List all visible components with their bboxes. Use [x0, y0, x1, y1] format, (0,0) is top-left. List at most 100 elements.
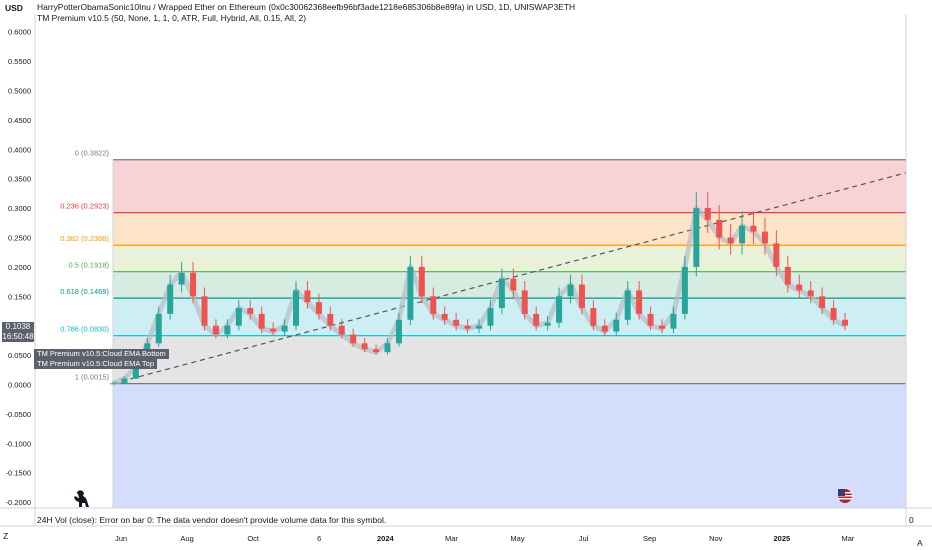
candle-body — [647, 313, 654, 326]
candle-body — [624, 290, 631, 320]
candle-body — [361, 343, 368, 350]
candle-body — [350, 334, 357, 344]
candle-body — [842, 319, 848, 326]
candle-body — [681, 266, 688, 314]
candle-body — [304, 290, 311, 303]
fib-level-label: 0.5 (0.1918) — [69, 261, 110, 270]
dashed-trendline — [112, 172, 907, 385]
candle-body — [384, 343, 391, 353]
last-price-tag: 0.1038 16:50:48 — [2, 322, 34, 342]
x-tick-label: Aug — [180, 534, 193, 543]
candle-body — [590, 308, 597, 326]
volume-error-note: 24H Vol (close): Error on bar 0: The dat… — [37, 515, 387, 525]
candle-body — [704, 208, 711, 220]
fib-level-label: 0 (0.3822) — [75, 149, 110, 158]
candle-body — [476, 325, 482, 329]
candle-body — [201, 296, 208, 326]
candle-body — [110, 383, 116, 385]
y-tick-label: 0.5500 — [8, 57, 31, 66]
y-tick-label: 0.2500 — [8, 233, 31, 242]
x-tick-label: May — [510, 534, 524, 543]
candle-body — [315, 302, 322, 314]
candle-body — [270, 328, 277, 332]
us-flag-icon — [838, 489, 852, 503]
candle-body — [178, 272, 185, 285]
candle-body — [190, 272, 197, 297]
x-tick-label: Sep — [643, 534, 656, 543]
fib-zone — [113, 383, 906, 508]
candle-body — [235, 308, 242, 326]
fib-level-label: 0.786 (0.0830) — [60, 325, 109, 334]
x-tick-label: 2025 — [773, 534, 790, 543]
y-tick-label: 0.3500 — [8, 175, 31, 184]
candle-body — [155, 313, 162, 344]
candle-body — [613, 319, 620, 332]
candle-body — [327, 313, 334, 326]
candle-body — [373, 349, 380, 353]
fibonacci-retracement: 0 (0.3822) 0.236 (0.2923) 0.382 (0.2368) 0.… — [60, 149, 906, 508]
x-tick-label: Jun — [115, 534, 127, 543]
candle-body — [601, 325, 608, 332]
x-tick-label: Nov — [709, 534, 723, 543]
last-price-value: 0.1038 — [5, 322, 31, 331]
candle-body — [659, 325, 665, 329]
candle-body — [521, 290, 528, 314]
candle-body — [670, 313, 677, 329]
trend-line — [112, 172, 907, 385]
candle-body — [338, 325, 345, 335]
candle-body — [224, 325, 231, 335]
candle-body — [395, 319, 402, 344]
candle-body — [796, 284, 803, 291]
y-tick-label: 0.3000 — [8, 204, 31, 213]
y-tick-label: -0.0500 — [6, 410, 31, 419]
chart-axes: 0.6000 0.5500 0.5000 0.4500 0.4000 0.3500 0.30… — [0, 14, 932, 543]
candle-body — [761, 231, 768, 244]
y-tick-label: -0.1500 — [6, 469, 31, 478]
candle-body — [784, 266, 791, 285]
x-tick-label: Oct — [247, 534, 260, 543]
y-tick-label: -0.2000 — [6, 498, 31, 507]
candle-body — [430, 296, 437, 314]
candle-body — [716, 219, 723, 238]
y-tick-label: 0.4500 — [8, 116, 31, 125]
candle-body — [407, 266, 414, 320]
y-tick-label: -0.1000 — [6, 439, 31, 448]
candle-body — [212, 325, 219, 335]
candle-body — [773, 243, 780, 267]
candle-body — [830, 308, 837, 320]
fib-zone — [113, 298, 906, 336]
candle-body — [498, 278, 505, 309]
x-tick-label: Jul — [579, 534, 589, 543]
zoom-button[interactable]: Z — [3, 531, 9, 541]
candle-body — [487, 308, 494, 326]
auto-scale-button[interactable]: A — [917, 538, 923, 548]
fib-zone — [113, 159, 906, 213]
x-tick-label: Mar — [841, 534, 854, 543]
candle-body — [418, 266, 425, 297]
candle-body — [556, 296, 563, 323]
x-tick-label: 6 — [317, 534, 321, 543]
ema-bottom-tag: TM Premium v10.5:Cloud EMA Bottom — [34, 349, 169, 359]
symbol-title[interactable]: HarryPotterObamaSonic10Inu / Wrapped Eth… — [37, 2, 576, 12]
candle-body — [693, 208, 700, 267]
candle-body — [533, 313, 540, 326]
dinosaur-logo-icon[interactable] — [70, 487, 92, 509]
y-tick-label: 0.5000 — [8, 86, 31, 95]
fib-zone — [113, 335, 906, 384]
indicator-legend[interactable]: TM Premium v10.5 (50, None, 1, 1, 0, ATR… — [37, 13, 307, 23]
candle-body — [750, 225, 757, 232]
bar-countdown: 16:50:48 — [2, 332, 34, 341]
candle-body — [727, 237, 734, 244]
chart-header: HarryPotterObamaSonic10Inu / Wrapped Eth… — [37, 2, 575, 24]
candle-body — [464, 325, 471, 329]
y-tick-label: 0.1500 — [8, 292, 31, 301]
candle-body — [636, 290, 643, 314]
candle-body — [441, 313, 448, 320]
candle-body — [510, 278, 517, 291]
candle-body — [567, 284, 574, 297]
currency-label: USD — [5, 3, 23, 13]
candle-body — [807, 290, 814, 297]
fib-level-label: 1 (0.0015) — [75, 373, 110, 382]
fib-level-label: 0.236 (0.2923) — [60, 202, 109, 211]
